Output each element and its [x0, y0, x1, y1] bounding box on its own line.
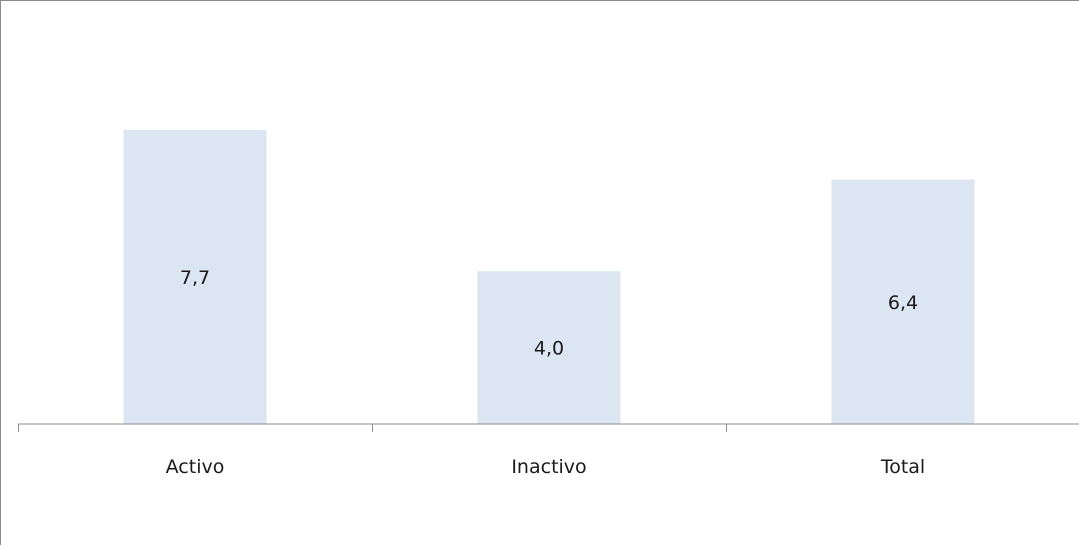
- bar-total: [831, 179, 975, 424]
- x-tick-label: Activo: [166, 456, 225, 478]
- x-tick-label: Inactivo: [511, 456, 586, 478]
- bar-value-label: 4,0: [534, 338, 564, 360]
- labels-layer: 7,7 Activo 4,0 Inactivo 6,4 Total: [166, 267, 926, 478]
- bars-layer: [123, 129, 975, 425]
- bar-value-label: 6,4: [888, 292, 918, 314]
- bar-inactivo: [477, 271, 621, 424]
- bar-activo: [123, 129, 267, 425]
- x-tick-label: Total: [880, 456, 925, 478]
- x-axis: [18, 423, 1079, 432]
- bar-value-label: 7,7: [180, 267, 210, 289]
